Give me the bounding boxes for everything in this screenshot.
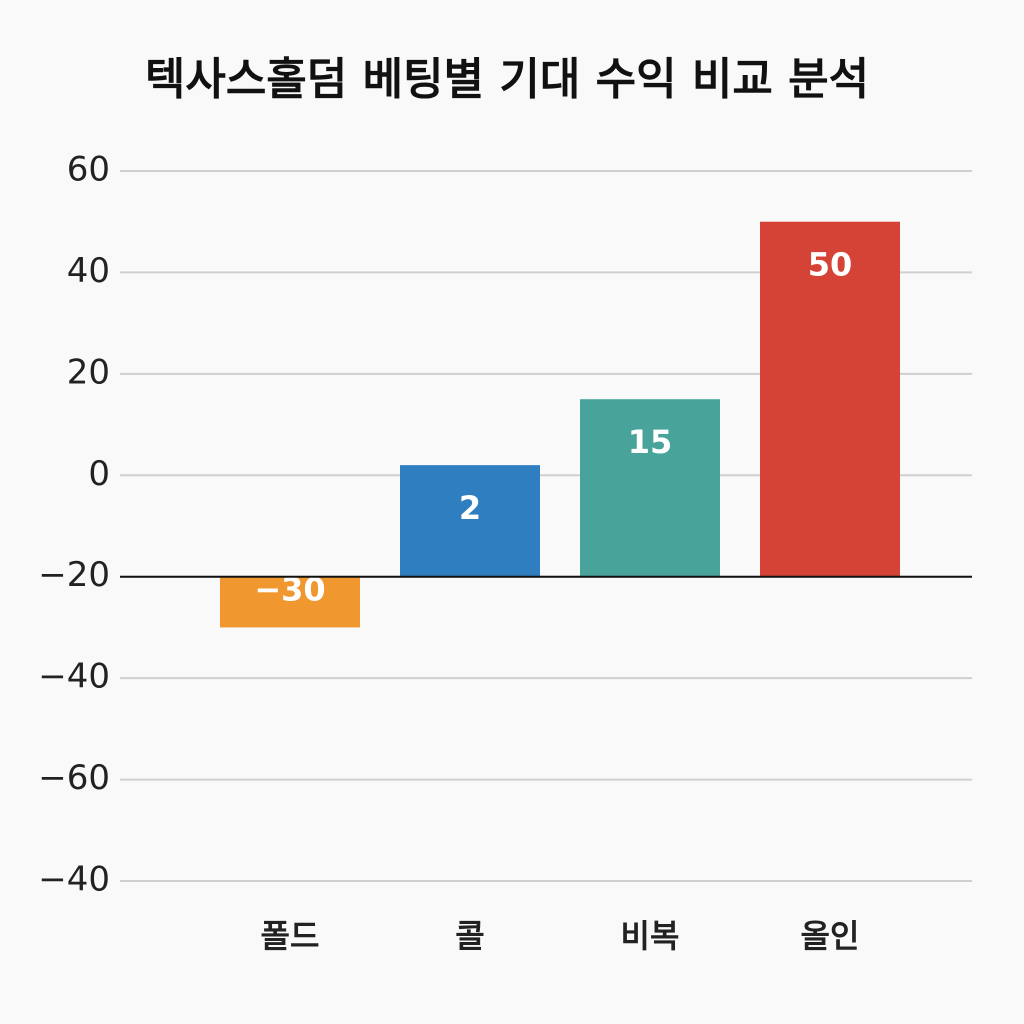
bar (760, 221, 900, 577)
x-tick-label: 폴드 (261, 917, 320, 955)
value-label: 2 (459, 489, 481, 527)
x-tick-label: 콜 (455, 917, 484, 955)
y-tick-label: −60 (38, 758, 110, 798)
value-label: 15 (628, 423, 673, 461)
chart-title: 텍사스홀덤 베팅별 기대 수익 비교 분석 (145, 54, 869, 105)
bar (580, 399, 720, 577)
value-label: 50 (808, 246, 853, 284)
y-tick-label: 0 (88, 454, 110, 494)
bar (400, 465, 540, 577)
x-tick-label: 비복 (621, 917, 680, 955)
y-tick-label: 20 (67, 352, 110, 392)
y-tick-label: −20 (38, 555, 110, 595)
y-tick-label: −40 (38, 657, 110, 697)
y-tick-label: 60 (67, 150, 110, 190)
y-tick-label: −40 (38, 860, 110, 900)
x-tick-label: 올인 (801, 917, 860, 955)
y-tick-label: 40 (67, 251, 110, 291)
bar (220, 576, 360, 628)
